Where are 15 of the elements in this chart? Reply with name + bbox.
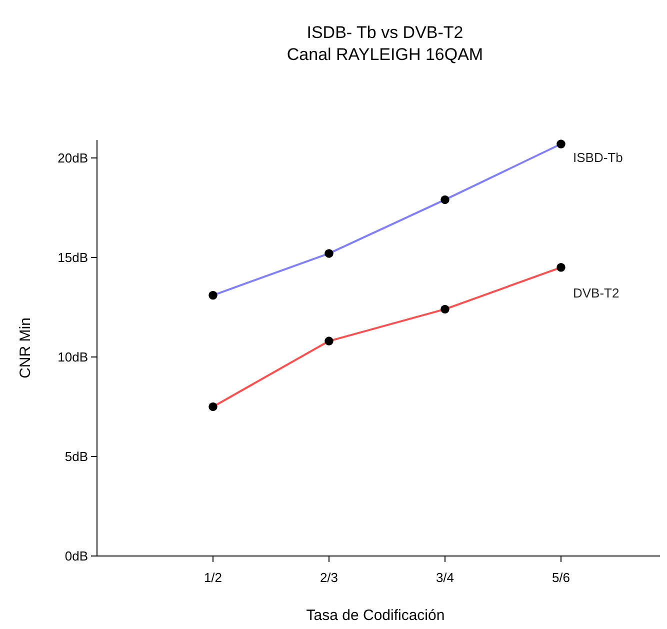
y-tick-label: 20dB	[58, 150, 88, 166]
y-tick-label: 10dB	[58, 350, 88, 365]
x-axis-title: Tasa de Codificación	[306, 607, 445, 624]
y-tick-label: 15dB	[58, 250, 88, 265]
series-label: ISBD-Tb	[573, 150, 623, 165]
y-tick-label: 0dB	[64, 548, 88, 564]
chart-title: ISDB- Tb vs DVB-T2	[306, 23, 464, 42]
x-tick-label: 3/4	[436, 570, 454, 585]
x-tick-label: 1/2	[204, 570, 222, 585]
y-axis-title: CNR Min	[17, 318, 34, 378]
series-label: DVB-T2	[573, 285, 620, 300]
y-tick-label: 5dB	[64, 449, 88, 464]
x-tick-label: 5/6	[552, 570, 570, 585]
chart-subtitle: Canal RAYLEIGH 16QAM	[286, 45, 484, 64]
x-tick-label: 2/3	[320, 570, 338, 585]
